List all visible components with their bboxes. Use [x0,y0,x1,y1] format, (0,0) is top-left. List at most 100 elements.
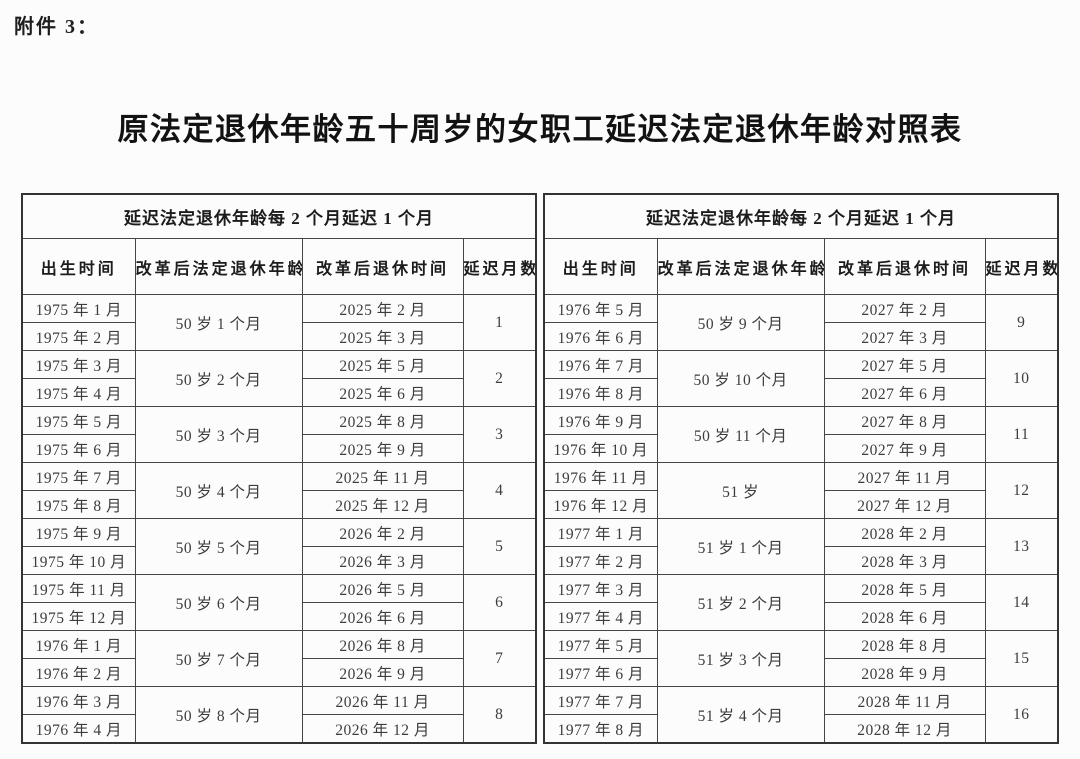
birth-month-cell: 1976 年 11 月 [543,462,658,491]
delay-months-cell: 5 [462,518,537,575]
table-row: 1976 年 7 月 50 岁 10 个月 2027 年 5 月 10 [543,350,1059,407]
retire-date-cell: 2026 年 8 月 [301,630,464,659]
birth-month-cell: 1975 年 8 月 [21,490,136,519]
table-row: 1976 年 12 月 2027 年 12 月 [543,490,1058,519]
delay-months-cell: 14 [984,574,1059,631]
table-row: 1976 年 8 月 2027 年 6 月 [543,378,1058,407]
table-row: 1977 年 5 月 51 岁 3 个月 2028 年 8 月 15 [543,630,1059,687]
retire-date-cell: 2028 年 12 月 [823,714,986,744]
birth-month-cell: 1976 年 10 月 [543,434,658,463]
birth-month-cell: 1975 年 11 月 [21,574,136,603]
retire-date-cell: 2026 年 9 月 [301,658,464,687]
reform-age-cell: 51 岁 4 个月 [656,686,825,744]
table-row: 1975 年 4 月 2025 年 6 月 [21,378,536,407]
retire-date-cell: 2027 年 3 月 [823,322,986,351]
reform-age-cell: 50 岁 3 个月 [134,406,303,463]
comparison-tables: 延迟法定退休年龄每 2 个月延迟 1 个月 出生时间 改革后法定退休年龄 改革后… [21,193,1059,744]
retire-date-cell: 2028 年 5 月 [823,574,986,603]
birth-month-cell: 1975 年 7 月 [21,462,136,491]
table-row: 1977 年 1 月 51 岁 1 个月 2028 年 2 月 13 [543,518,1059,575]
delay-months-cell: 15 [984,630,1059,687]
reform-age-cell: 50 岁 8 个月 [134,686,303,744]
retire-date-cell: 2026 年 11 月 [301,686,464,715]
column-header-retire: 改革后退休时间 [301,238,464,295]
page-title: 原法定退休年龄五十周岁的女职工延迟法定退休年龄对照表 [117,112,963,147]
birth-month-cell: 1976 年 4 月 [21,714,136,744]
reform-age-cell: 51 岁 [656,462,825,519]
birth-month-cell: 1976 年 6 月 [543,322,658,351]
table-row: 1976 年 11 月 51 岁 2027 年 11 月 12 [543,462,1059,519]
delay-months-cell: 4 [462,462,537,519]
birth-month-cell: 1975 年 6 月 [21,434,136,463]
column-header-birth: 出生时间 [543,238,658,295]
retire-date-cell: 2025 年 2 月 [301,294,464,323]
birth-month-cell: 1975 年 12 月 [21,602,136,631]
reform-age-cell: 50 岁 9 个月 [656,294,825,351]
birth-month-cell: 1977 年 1 月 [543,518,658,547]
column-header-retire: 改革后退休时间 [823,238,986,295]
delay-months-cell: 12 [984,462,1059,519]
retire-date-cell: 2025 年 11 月 [301,462,464,491]
retire-date-cell: 2026 年 6 月 [301,602,464,631]
birth-month-cell: 1976 年 12 月 [543,490,658,519]
reform-age-cell: 50 岁 2 个月 [134,350,303,407]
reform-age-cell: 50 岁 10 个月 [656,350,825,407]
retire-date-cell: 2028 年 3 月 [823,546,986,575]
delay-months-cell: 6 [462,574,537,631]
birth-month-cell: 1977 年 4 月 [543,602,658,631]
delay-months-cell: 10 [984,350,1059,407]
attachment-label: 附件 3： [14,16,99,38]
reform-age-cell: 51 岁 3 个月 [656,630,825,687]
retire-date-cell: 2025 年 8 月 [301,406,464,435]
birth-month-cell: 1977 年 2 月 [543,546,658,575]
retire-date-cell: 2028 年 9 月 [823,658,986,687]
reform-age-cell: 51 岁 2 个月 [656,574,825,631]
left-comparison-table: 延迟法定退休年龄每 2 个月延迟 1 个月 出生时间 改革后法定退休年龄 改革后… [21,193,537,744]
birth-month-cell: 1976 年 7 月 [543,350,658,379]
retire-date-cell: 2026 年 2 月 [301,518,464,547]
retire-date-cell: 2028 年 11 月 [823,686,986,715]
retire-date-cell: 2028 年 6 月 [823,602,986,631]
birth-month-cell: 1977 年 3 月 [543,574,658,603]
retire-date-cell: 2026 年 5 月 [301,574,464,603]
birth-month-cell: 1976 年 9 月 [543,406,658,435]
column-header-row: 出生时间 改革后法定退休年龄 改革后退休时间 延迟月数 [21,238,537,295]
group-header-cell: 延迟法定退休年龄每 2 个月延迟 1 个月 [21,193,537,239]
retire-date-cell: 2026 年 12 月 [301,714,464,744]
table-row: 1975 年 8 月 2025 年 12 月 [21,490,536,519]
delay-months-cell: 9 [984,294,1059,351]
delay-months-cell: 7 [462,630,537,687]
column-header-age: 改革后法定退休年龄 [134,238,303,295]
retire-date-cell: 2027 年 2 月 [823,294,986,323]
table-row: 1977 年 7 月 51 岁 4 个月 2028 年 11 月 16 [543,686,1059,744]
delay-months-cell: 13 [984,518,1059,575]
table-row: 1975 年 10 月 2026 年 3 月 [21,546,536,575]
birth-month-cell: 1975 年 4 月 [21,378,136,407]
retire-date-cell: 2026 年 3 月 [301,546,464,575]
table-row: 1977 年 3 月 51 岁 2 个月 2028 年 5 月 14 [543,574,1059,631]
column-header-delay: 延迟月数 [462,238,537,295]
reform-age-cell: 51 岁 1 个月 [656,518,825,575]
reform-age-cell: 50 岁 4 个月 [134,462,303,519]
delay-months-cell: 11 [984,406,1059,463]
column-header-delay: 延迟月数 [984,238,1059,295]
table-row: 1977 年 8 月 2028 年 12 月 [543,714,1058,744]
table-row: 1977 年 6 月 2028 年 9 月 [543,658,1058,687]
birth-month-cell: 1976 年 1 月 [21,630,136,659]
column-header-birth: 出生时间 [21,238,136,295]
birth-month-cell: 1975 年 9 月 [21,518,136,547]
birth-month-cell: 1976 年 3 月 [21,686,136,715]
retire-date-cell: 2028 年 8 月 [823,630,986,659]
retire-date-cell: 2028 年 2 月 [823,518,986,547]
table-row: 1975 年 6 月 2025 年 9 月 [21,434,536,463]
column-header-row: 出生时间 改革后法定退休年龄 改革后退休时间 延迟月数 [543,238,1059,295]
birth-month-cell: 1975 年 1 月 [21,294,136,323]
reform-age-cell: 50 岁 6 个月 [134,574,303,631]
